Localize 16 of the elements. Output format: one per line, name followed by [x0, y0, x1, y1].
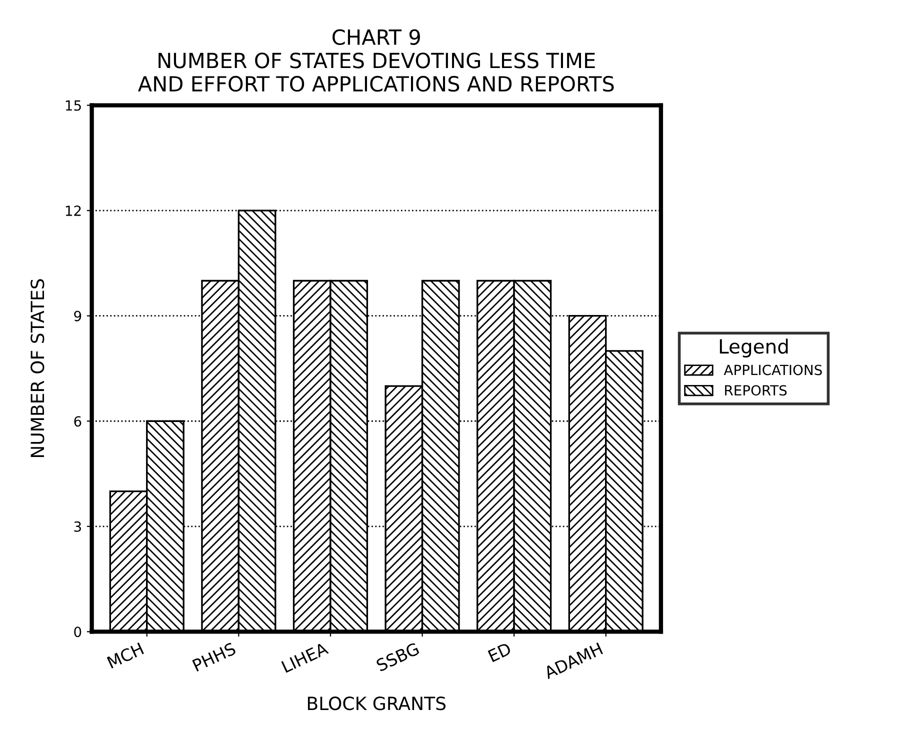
y-tick-label: 0 — [74, 626, 82, 638]
y-tick-label: 3 — [74, 521, 81, 532]
chart-title: CHART 9 — [332, 29, 420, 46]
legend-label: REPORTS — [725, 385, 787, 396]
chart-subtitle: NUMBER OF STATES DEVOTING LESS TIME AND EFFORT TO APPLICATIONS AND REPORTS — [138, 52, 614, 92]
x-axis-title: BLOCK GRANTS — [308, 696, 446, 710]
y-tick-label: 15 — [66, 100, 81, 111]
y-tick-label: 6 — [74, 416, 82, 427]
legend-title: Legend — [720, 338, 788, 358]
legend-label: APPLICATIONS — [724, 364, 822, 376]
y-tick-label: 12 — [66, 206, 81, 216]
y-axis-title: NUMBER OF STATES — [30, 279, 44, 458]
x-tick-label: MCH — [106, 642, 144, 669]
x-tick-label: ED — [488, 642, 512, 662]
y-tick-label: 9 — [74, 310, 82, 322]
x-tick-label: SSBG — [376, 642, 420, 672]
